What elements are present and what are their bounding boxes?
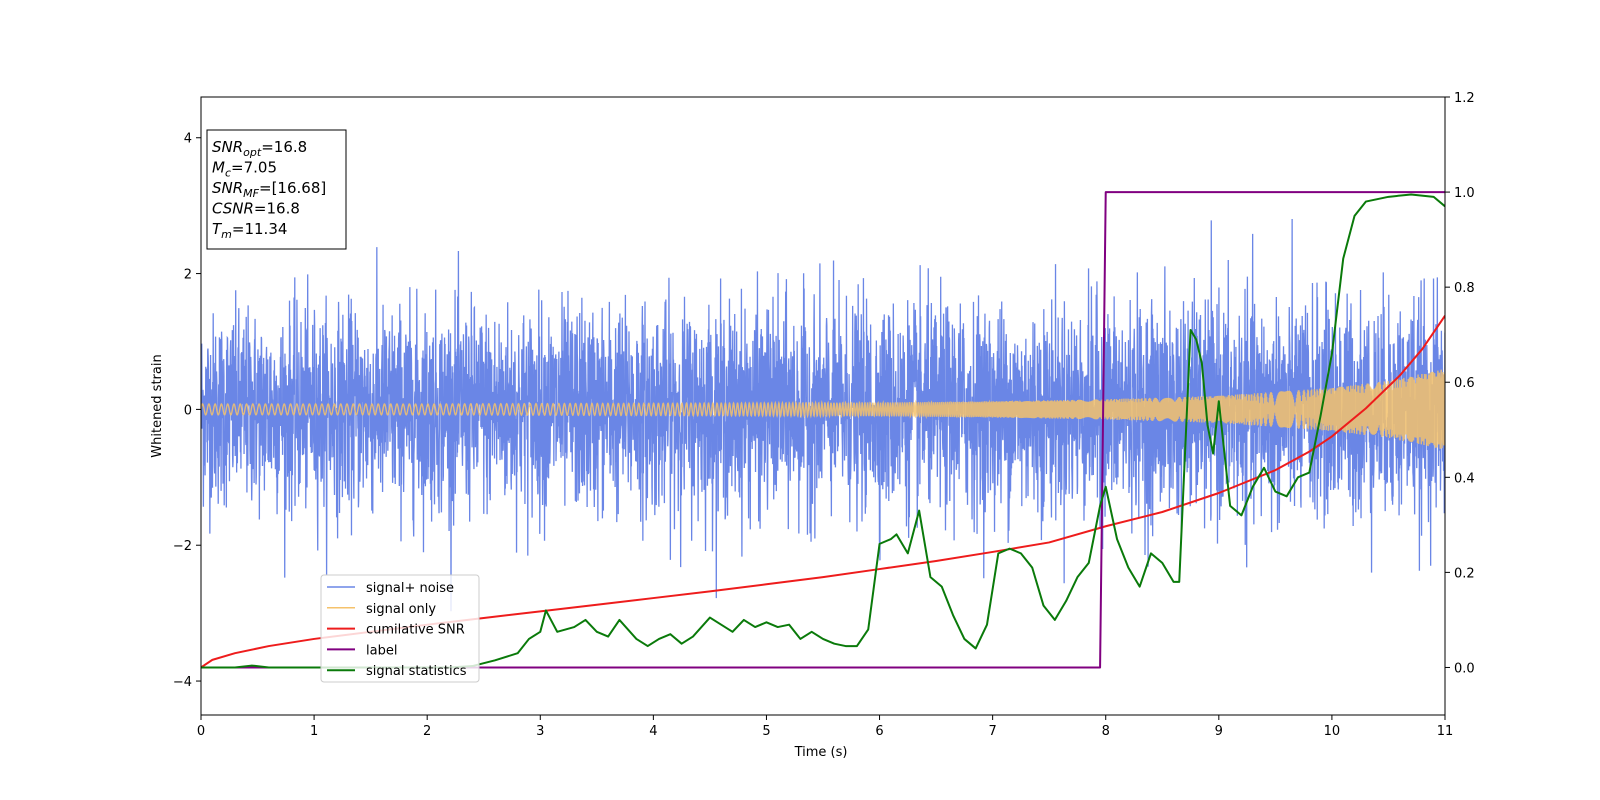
y-axis-label: Whitened strain [150,354,165,457]
x-tick-label: 10 [1324,724,1341,739]
axes-frame [200,96,1446,716]
legend-frame [320,574,480,683]
info-line: SNRopt=16.8 [212,138,307,159]
y2-tick-label: 0.2 [1454,566,1475,581]
info-line: Mc=7.05 [212,159,277,180]
info-line: CSNR=16.8 [212,200,300,218]
y2-tick-label: 0.4 [1454,471,1475,486]
info-box-frame [206,129,347,250]
info-line: Tm=11.34 [212,220,287,241]
y2-tick-label: 1.0 [1454,186,1475,201]
info-box: SNRopt=16.8Mc=7.05SNRMF=[16.68]CSNR=16.8… [206,129,347,250]
y-tick-label: −2 [173,539,192,554]
legend-item: cumilative SNR [366,623,465,638]
legend-item: signal statistics [366,664,467,679]
axes-ticks: 0 1 2 3 4 5 6 7 8 9 10 11 −4 −2 0 2 4 0.0 0.2 0.4 0.6 0.8 1.0 1… [173,91,1475,739]
series-label [201,191,1445,669]
y2-tick-label: 0.0 [1454,661,1475,676]
legend-item: label [366,643,397,658]
x-tick-label: 0 [197,724,205,739]
x-tick-label: 7 [988,724,996,739]
x-tick-label: 8 [1102,724,1110,739]
y-tick-label: 2 [184,268,192,283]
x-tick-label: 11 [1437,724,1454,739]
x-tick-label: 9 [1215,724,1223,739]
x-tick-label: 2 [423,724,431,739]
legend-item: signal+ noise [366,581,454,596]
x-tick-label: 6 [875,724,883,739]
info-line: SNRMF=[16.68] [212,179,326,200]
x-tick-label: 4 [649,724,657,739]
y2-tick-label: 0.8 [1454,281,1475,296]
y-tick-label: 0 [184,403,192,418]
series-signal-only [201,369,1445,449]
legend-item: signal only [366,602,436,617]
legend: signal+ noise signal only cumilative SNR la… [320,574,480,683]
x-axis-label: Time (s) [794,745,848,760]
x-tick-label: 3 [536,724,544,739]
x-tick-label: 1 [310,724,318,739]
y-tick-label: 4 [184,132,192,147]
y-tick-label: −4 [173,675,192,690]
y2-tick-label: 0.6 [1454,376,1475,391]
series-signal-statistics [201,193,1445,669]
x-tick-label: 5 [762,724,770,739]
y2-tick-label: 1.2 [1454,91,1475,106]
